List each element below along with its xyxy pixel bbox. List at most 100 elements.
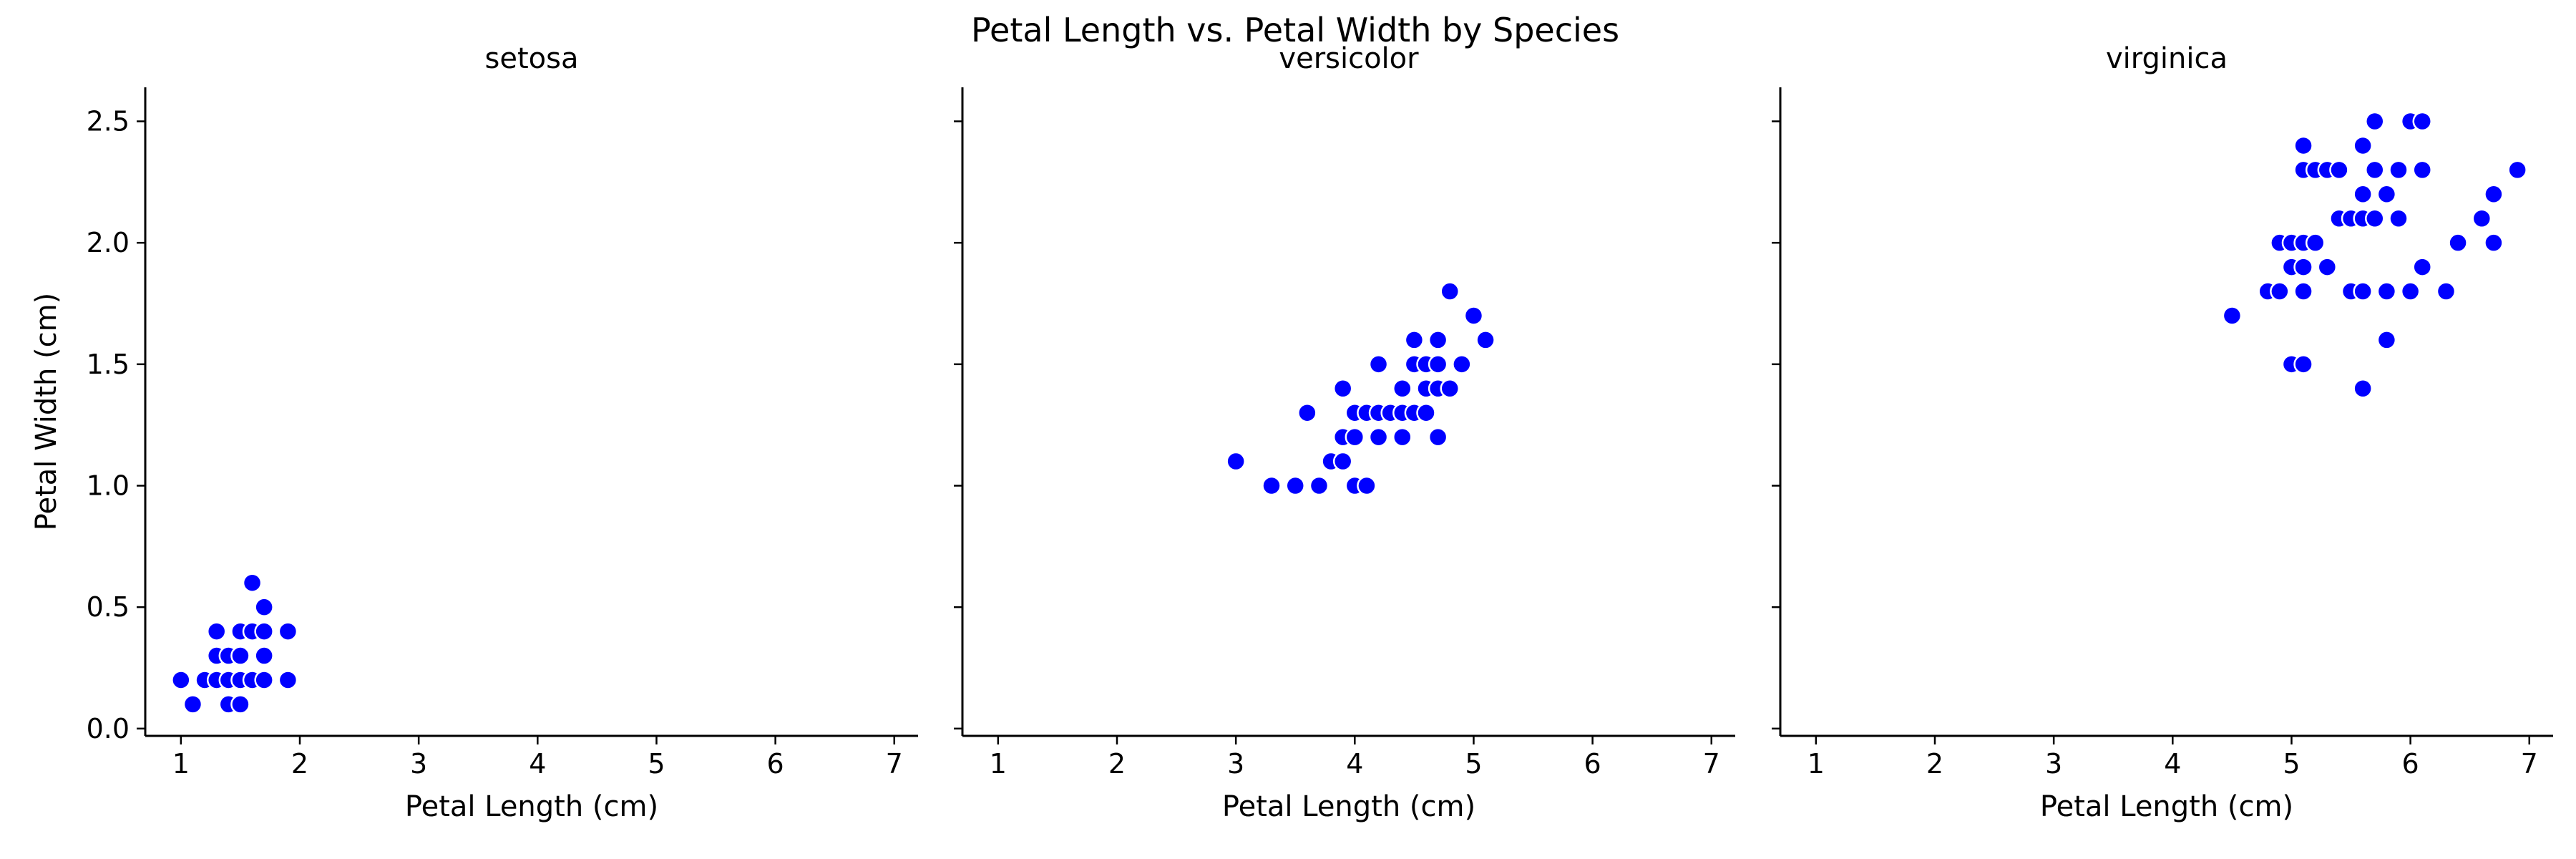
facet-panels: setosa 1 2 3 4 5 6 7 0.0 0.5 1.0 1.5 2.0 2.5 Petal Len… [87, 42, 2553, 823]
data-point [2365, 208, 2385, 228]
data-point [1226, 451, 1246, 472]
data-point [206, 621, 227, 641]
data-point [2472, 208, 2492, 228]
data-point [254, 670, 274, 690]
figure-title: Petal Length vs. Petal Width by Species [971, 11, 1619, 49]
x-tick-label: 4 [1346, 748, 1363, 780]
data-point [2317, 257, 2338, 277]
data-point [2436, 281, 2457, 301]
data-point [2507, 160, 2527, 180]
x-tick-label: 5 [2283, 748, 2300, 780]
data-point [2389, 160, 2409, 180]
data-point [2353, 379, 2373, 399]
data-point [2376, 184, 2397, 205]
x-tick-label: 3 [410, 748, 427, 780]
data-point [278, 621, 298, 641]
data-point [2412, 257, 2432, 277]
data-point [230, 694, 250, 714]
x-tick-label: 1 [172, 748, 190, 780]
data-point [2293, 257, 2313, 277]
data-point [2484, 233, 2504, 253]
data-point [1285, 475, 1305, 496]
x-tick-label: 3 [2045, 748, 2062, 780]
data-point [2353, 135, 2373, 156]
data-point [2293, 135, 2313, 156]
x-tick-label: 1 [990, 748, 1007, 780]
data-point [2389, 208, 2409, 228]
x-tick-label: 2 [1108, 748, 1126, 780]
data-point [2353, 281, 2373, 301]
data-point [2222, 306, 2243, 326]
data-point [1440, 379, 1460, 399]
y-tick-label: 0.5 [87, 591, 130, 623]
data-point [2305, 233, 2326, 253]
data-point [2329, 160, 2349, 180]
x-axis-label: Petal Length (cm) [2040, 790, 2293, 823]
data-point [2376, 330, 2397, 350]
facet-title: versicolor [1279, 42, 1419, 75]
x-tick-label: 4 [2164, 748, 2181, 780]
x-tick-label: 7 [1703, 748, 1720, 780]
data-point [254, 621, 274, 641]
data-point [2484, 184, 2504, 205]
data-point [1428, 427, 1448, 447]
data-point [1262, 475, 1282, 496]
data-point [230, 646, 250, 666]
facet-versicolor: versicolor 1 2 3 4 5 6 7 Petal Length (cm) [954, 42, 1735, 823]
y-tick-label: 1.0 [87, 470, 130, 501]
data-point [2412, 111, 2432, 132]
data-point [1428, 330, 1448, 350]
data-point [2353, 184, 2373, 205]
data-point [1416, 402, 1436, 423]
x-tick-label: 7 [886, 748, 903, 780]
x-tick-label: 7 [2521, 748, 2538, 780]
data-point [1452, 354, 1472, 374]
x-tick-label: 2 [291, 748, 308, 780]
y-tick-label: 0.0 [87, 713, 130, 744]
x-tick-label: 5 [1465, 748, 1482, 780]
data-point [182, 694, 203, 714]
data-point [1332, 379, 1353, 399]
data-point [1357, 475, 1377, 496]
data-point [1428, 354, 1448, 374]
facet-setosa: setosa 1 2 3 4 5 6 7 0.0 0.5 1.0 1.5 2.0 2.5 Petal Len… [87, 42, 918, 823]
x-tick-label: 3 [1227, 748, 1244, 780]
data-point [254, 646, 274, 666]
x-tick-label: 1 [1807, 748, 1825, 780]
data-point [171, 670, 191, 690]
y-axis-label: Petal Width (cm) [30, 293, 63, 530]
data-point [2400, 281, 2421, 301]
data-point [1475, 330, 1496, 350]
data-point [1368, 427, 1389, 447]
data-point [1392, 427, 1413, 447]
y-tick-label: 1.5 [87, 349, 130, 380]
data-point [2448, 233, 2468, 253]
data-point [1309, 475, 1330, 496]
facet-title: virginica [2106, 42, 2228, 75]
facet-title: setosa [485, 42, 579, 75]
x-tick-label: 6 [1584, 748, 1601, 780]
data-point [1463, 306, 1484, 326]
x-axis-label: Petal Length (cm) [405, 790, 658, 823]
x-axis-label: Petal Length (cm) [1222, 790, 1475, 823]
data-point [1404, 330, 1425, 350]
data-point [1297, 402, 1317, 423]
data-point [2376, 281, 2397, 301]
data-point [1368, 354, 1389, 374]
data-point [1332, 451, 1353, 472]
data-point [1345, 427, 1365, 447]
data-point [242, 573, 263, 593]
y-tick-label: 2.0 [87, 227, 130, 258]
x-tick-label: 6 [767, 748, 784, 780]
data-point [1392, 379, 1413, 399]
data-point [2293, 281, 2313, 301]
y-tick-label: 2.5 [87, 106, 130, 137]
x-tick-label: 2 [1926, 748, 1943, 780]
x-tick-label: 6 [2402, 748, 2419, 780]
data-point [1440, 281, 1460, 301]
data-point [278, 670, 298, 690]
data-point [2270, 281, 2290, 301]
data-point [2365, 111, 2385, 132]
data-point [2365, 160, 2385, 180]
x-tick-label: 5 [648, 748, 665, 780]
